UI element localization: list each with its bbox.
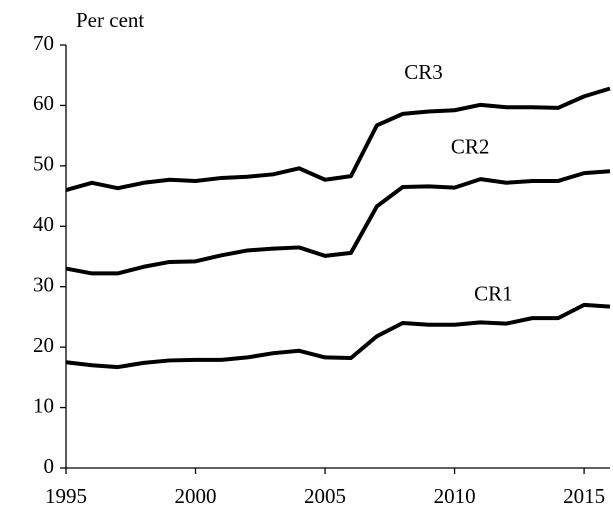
series-label: CR1 bbox=[474, 282, 513, 306]
series-label: CR3 bbox=[404, 60, 443, 84]
x-tick-label: 2000 bbox=[175, 484, 217, 508]
y-tick-label: 30 bbox=[33, 273, 54, 297]
y-tick-label: 0 bbox=[44, 454, 55, 478]
x-tick-label: 1995 bbox=[45, 484, 87, 508]
x-tick-label: 2015 bbox=[563, 484, 605, 508]
y-tick-label: 10 bbox=[33, 393, 54, 417]
series-line bbox=[65, 302, 611, 370]
x-tick-label: 2010 bbox=[434, 484, 476, 508]
series-label: CR2 bbox=[451, 135, 490, 159]
series-line bbox=[65, 169, 611, 276]
y-tick-label: 70 bbox=[33, 31, 54, 55]
y-tick-label: 20 bbox=[33, 333, 54, 357]
series-line bbox=[65, 86, 611, 192]
y-tick-label: 50 bbox=[33, 152, 54, 176]
x-tick-label: 2005 bbox=[304, 484, 346, 508]
y-axis-label: Per cent bbox=[76, 8, 144, 32]
y-tick-label: 60 bbox=[33, 91, 54, 115]
y-tick-label: 40 bbox=[33, 212, 54, 236]
